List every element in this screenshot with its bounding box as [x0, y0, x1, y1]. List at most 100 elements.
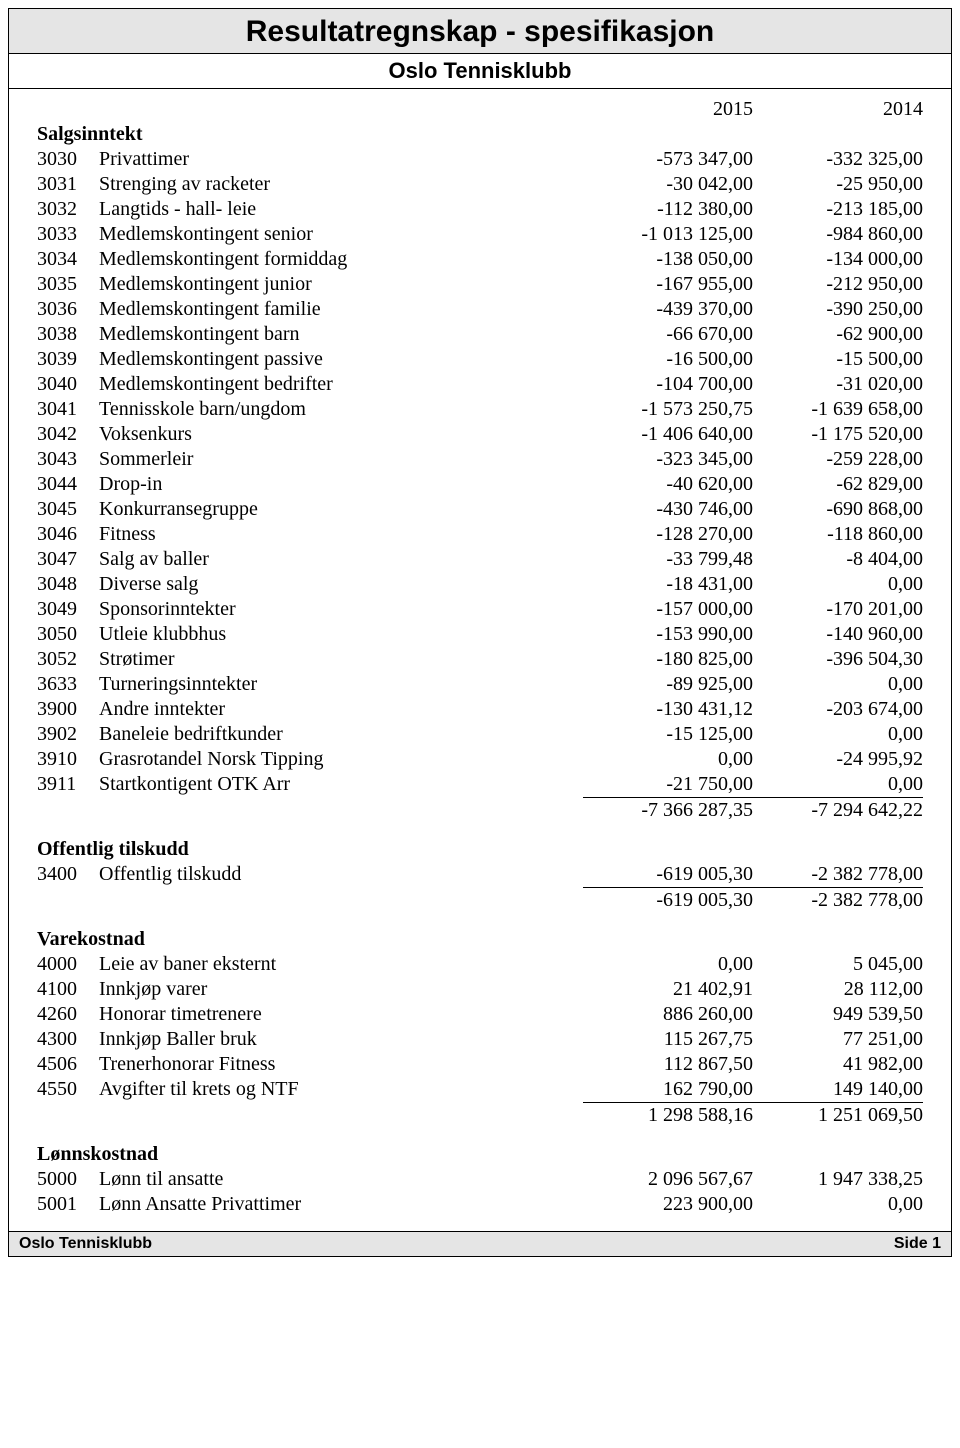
page-subtitle: Oslo Tennisklubb: [9, 58, 951, 84]
value-year-1: -180 825,00: [583, 647, 753, 672]
value-year-1: -153 990,00: [583, 622, 753, 647]
value-year-2: 0,00: [753, 1192, 923, 1217]
account-description: Startkontigent OTK Arr: [99, 772, 583, 798]
table-row: 3046Fitness-128 270,00-118 860,00: [37, 522, 923, 547]
section-title-row: Lønnskostnad: [37, 1142, 923, 1167]
subtotal-year-1: -619 005,30: [583, 888, 753, 914]
value-year-2: 0,00: [753, 772, 923, 798]
account-description: Medlemskontingent senior: [99, 222, 583, 247]
value-year-2: -62 900,00: [753, 322, 923, 347]
content-area: 2015 2014 Salgsinntekt3030Privattimer-57…: [9, 89, 951, 1231]
financial-table: 2015 2014 Salgsinntekt3030Privattimer-57…: [37, 97, 923, 1217]
year-2-header: 2014: [753, 97, 923, 122]
account-code: 3036: [37, 297, 99, 322]
account-code: 3400: [37, 862, 99, 888]
value-year-2: -24 995,92: [753, 747, 923, 772]
value-year-2: 77 251,00: [753, 1027, 923, 1052]
value-year-2: -212 950,00: [753, 272, 923, 297]
value-year-1: -1 573 250,75: [583, 397, 753, 422]
subtotal-year-2: 1 251 069,50: [753, 1103, 923, 1129]
value-year-1: -15 125,00: [583, 722, 753, 747]
account-description: Honorar timetrenere: [99, 1002, 583, 1027]
account-code: 3052: [37, 647, 99, 672]
account-description: Lønn Ansatte Privattimer: [99, 1192, 583, 1217]
page-title: Resultatregnskap - spesifikasjon: [9, 15, 951, 49]
value-year-1: -439 370,00: [583, 297, 753, 322]
value-year-2: 149 140,00: [753, 1077, 923, 1103]
table-row: 3042Voksenkurs-1 406 640,00-1 175 520,00: [37, 422, 923, 447]
subtotal-year-2: -2 382 778,00: [753, 888, 923, 914]
value-year-2: -213 185,00: [753, 197, 923, 222]
account-code: 3046: [37, 522, 99, 547]
account-code: 3633: [37, 672, 99, 697]
table-row: 3911Startkontigent OTK Arr-21 750,000,00: [37, 772, 923, 798]
account-description: Andre inntekter: [99, 697, 583, 722]
table-row: 3040Medlemskontingent bedrifter-104 700,…: [37, 372, 923, 397]
account-description: Fitness: [99, 522, 583, 547]
account-code: 3048: [37, 572, 99, 597]
account-description: Utleie klubbhus: [99, 622, 583, 647]
account-code: 3911: [37, 772, 99, 798]
value-year-1: -104 700,00: [583, 372, 753, 397]
year-header-row: 2015 2014: [37, 97, 923, 122]
value-year-1: -128 270,00: [583, 522, 753, 547]
table-row: 3902Baneleie bedriftkunder-15 125,000,00: [37, 722, 923, 747]
subtotal-year-1: 1 298 588,16: [583, 1103, 753, 1129]
table-row: 4000Leie av baner eksternt0,005 045,00: [37, 952, 923, 977]
account-description: Turneringsinntekter: [99, 672, 583, 697]
value-year-1: -66 670,00: [583, 322, 753, 347]
value-year-1: -157 000,00: [583, 597, 753, 622]
account-description: Strenging av racketer: [99, 172, 583, 197]
account-code: 3910: [37, 747, 99, 772]
account-code: 3030: [37, 147, 99, 172]
account-description: Tennisskole barn/ungdom: [99, 397, 583, 422]
section-title: Salgsinntekt: [37, 122, 923, 147]
subtotal-year-2: -7 294 642,22: [753, 798, 923, 824]
value-year-2: -390 250,00: [753, 297, 923, 322]
account-code: 3900: [37, 697, 99, 722]
account-code: 4550: [37, 1077, 99, 1103]
account-description: Lønn til ansatte: [99, 1167, 583, 1192]
account-description: Strøtimer: [99, 647, 583, 672]
title-bar: Resultatregnskap - spesifikasjon: [9, 9, 951, 54]
section-title: Offentlig tilskudd: [37, 837, 923, 862]
table-row: 3045Konkurransegruppe-430 746,00-690 868…: [37, 497, 923, 522]
footer-right: Side 1: [894, 1235, 941, 1253]
account-description: Offentlig tilskudd: [99, 862, 583, 888]
value-year-2: 1 947 338,25: [753, 1167, 923, 1192]
section-title: Varekostnad: [37, 927, 923, 952]
account-code: 3035: [37, 272, 99, 297]
subtotal-row: -7 366 287,35-7 294 642,22: [37, 798, 923, 824]
spacer-row: [37, 1128, 923, 1142]
account-description: Medlemskontingent formiddag: [99, 247, 583, 272]
account-description: Medlemskontingent junior: [99, 272, 583, 297]
account-description: Medlemskontingent familie: [99, 297, 583, 322]
subtitle-bar: Oslo Tennisklubb: [9, 54, 951, 89]
account-description: Innkjøp varer: [99, 977, 583, 1002]
account-description: Medlemskontingent barn: [99, 322, 583, 347]
subtotal-row: -619 005,30-2 382 778,00: [37, 888, 923, 914]
year-1-header: 2015: [583, 97, 753, 122]
account-description: Salg av baller: [99, 547, 583, 572]
value-year-2: 41 982,00: [753, 1052, 923, 1077]
table-row: 3900Andre inntekter-130 431,12-203 674,0…: [37, 697, 923, 722]
subtotal-year-1: -7 366 287,35: [583, 798, 753, 824]
value-year-1: 0,00: [583, 747, 753, 772]
account-description: Drop-in: [99, 472, 583, 497]
section-title-row: Offentlig tilskudd: [37, 837, 923, 862]
value-year-2: -118 860,00: [753, 522, 923, 547]
value-year-1: -18 431,00: [583, 572, 753, 597]
account-code: 3902: [37, 722, 99, 747]
table-row: 3048Diverse salg-18 431,000,00: [37, 572, 923, 597]
value-year-2: 949 539,50: [753, 1002, 923, 1027]
value-year-1: -430 746,00: [583, 497, 753, 522]
account-description: Medlemskontingent bedrifter: [99, 372, 583, 397]
value-year-2: -140 960,00: [753, 622, 923, 647]
table-row: 4506Trenerhonorar Fitness112 867,5041 98…: [37, 1052, 923, 1077]
account-description: Baneleie bedriftkunder: [99, 722, 583, 747]
account-description: Innkjøp Baller bruk: [99, 1027, 583, 1052]
account-code: 3047: [37, 547, 99, 572]
account-code: 3045: [37, 497, 99, 522]
value-year-1: 162 790,00: [583, 1077, 753, 1103]
value-year-1: -167 955,00: [583, 272, 753, 297]
